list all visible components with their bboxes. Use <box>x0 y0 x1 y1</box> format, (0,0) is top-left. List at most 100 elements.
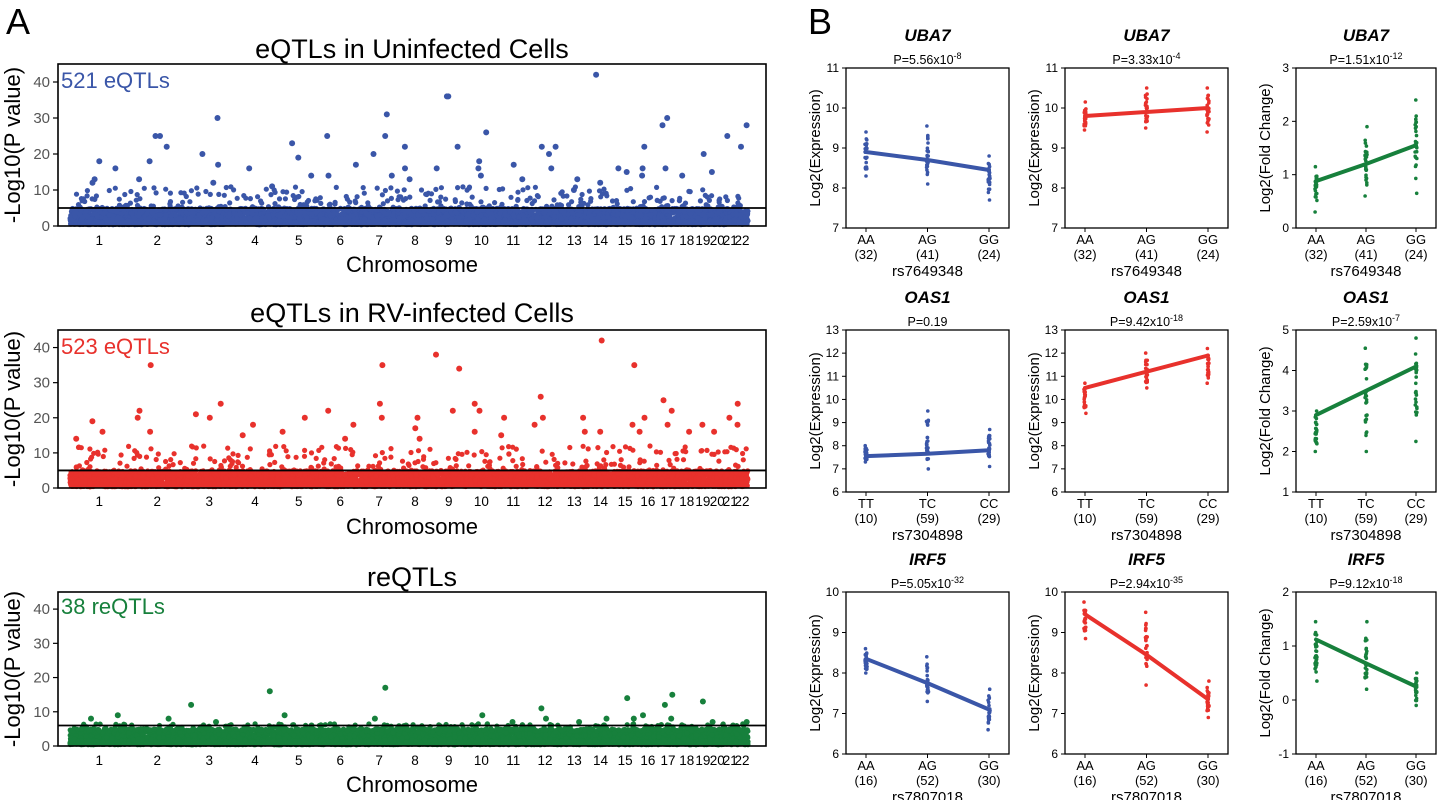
data-point <box>318 200 324 206</box>
data-point <box>95 219 101 225</box>
data-point <box>301 209 307 215</box>
data-point <box>324 220 330 226</box>
data-point <box>589 220 595 226</box>
data-point <box>659 220 665 226</box>
data-point <box>527 195 533 201</box>
data-point <box>352 198 358 204</box>
data-point <box>642 215 649 221</box>
data-point <box>90 220 96 226</box>
data-point <box>247 215 253 221</box>
data-point <box>588 198 594 204</box>
data-point <box>244 210 250 216</box>
data-point <box>683 214 690 220</box>
data-point <box>247 196 253 202</box>
data-point <box>443 211 450 217</box>
data-point <box>214 213 221 219</box>
data-point <box>75 202 82 208</box>
data-point <box>647 194 654 200</box>
data-point <box>388 185 394 191</box>
data-point <box>738 212 744 218</box>
data-point <box>652 210 658 216</box>
data-point <box>641 199 648 205</box>
data-point <box>492 200 498 206</box>
data-point <box>292 196 298 203</box>
data-point <box>383 111 390 118</box>
data-point <box>146 158 153 165</box>
data-point <box>626 214 632 220</box>
data-point <box>187 199 193 205</box>
data-point <box>234 195 240 201</box>
data-point <box>292 184 299 190</box>
data-point <box>553 209 559 215</box>
data-point <box>259 200 265 206</box>
data-point <box>466 216 473 222</box>
data-point <box>488 215 494 221</box>
data-point <box>325 172 332 179</box>
data-point <box>455 185 461 191</box>
data-point <box>418 187 425 193</box>
data-point <box>163 212 169 218</box>
data-point <box>133 220 139 226</box>
data-point <box>703 202 709 208</box>
data-point <box>151 218 157 225</box>
data-point <box>709 212 716 218</box>
data-point <box>227 200 233 206</box>
data-point <box>452 209 459 215</box>
data-point <box>709 218 715 224</box>
data-point <box>519 212 526 218</box>
data-point <box>388 172 395 179</box>
data-point <box>459 200 465 206</box>
data-point <box>534 193 541 199</box>
data-point <box>112 185 118 191</box>
data-point <box>216 191 222 197</box>
data-point <box>352 161 359 168</box>
data-point <box>543 219 549 225</box>
data-point <box>382 187 388 194</box>
data-point <box>530 219 536 225</box>
data-point <box>137 196 143 202</box>
data-point <box>736 220 742 226</box>
data-point <box>100 211 106 217</box>
data-point <box>500 186 506 192</box>
data-point <box>333 184 339 190</box>
data-point <box>417 217 423 224</box>
data-point <box>83 208 89 215</box>
data-point <box>215 161 222 168</box>
data-point <box>586 188 593 194</box>
data-point <box>534 214 540 220</box>
data-point <box>163 186 169 192</box>
data-point <box>551 197 557 203</box>
data-point <box>558 216 564 222</box>
data-point <box>483 185 489 191</box>
data-point <box>436 199 442 205</box>
data-point <box>415 212 421 218</box>
data-point <box>167 190 173 196</box>
data-point <box>151 185 157 191</box>
data-point <box>308 172 315 179</box>
data-point <box>77 211 83 218</box>
data-point <box>231 187 237 193</box>
data-point <box>423 215 430 221</box>
data-point <box>675 211 681 217</box>
data-point <box>697 198 704 204</box>
data-point <box>401 187 407 193</box>
data-point <box>246 165 253 172</box>
data-point <box>183 193 189 200</box>
data-point <box>317 212 323 218</box>
data-point <box>73 191 80 197</box>
data-point <box>595 215 601 221</box>
manhattan-panels: eQTLs in Uninfected Cells010203040-Log10… <box>0 34 767 797</box>
data-point <box>578 199 584 205</box>
data-point <box>515 189 521 195</box>
data-point <box>588 213 594 219</box>
data-point <box>481 216 487 222</box>
data-points <box>67 71 751 228</box>
data-point <box>258 217 264 223</box>
data-point <box>128 188 134 195</box>
data-point <box>122 191 128 198</box>
data-point <box>465 211 471 217</box>
data-point <box>596 188 603 194</box>
data-point <box>677 195 683 201</box>
data-point <box>616 220 622 226</box>
